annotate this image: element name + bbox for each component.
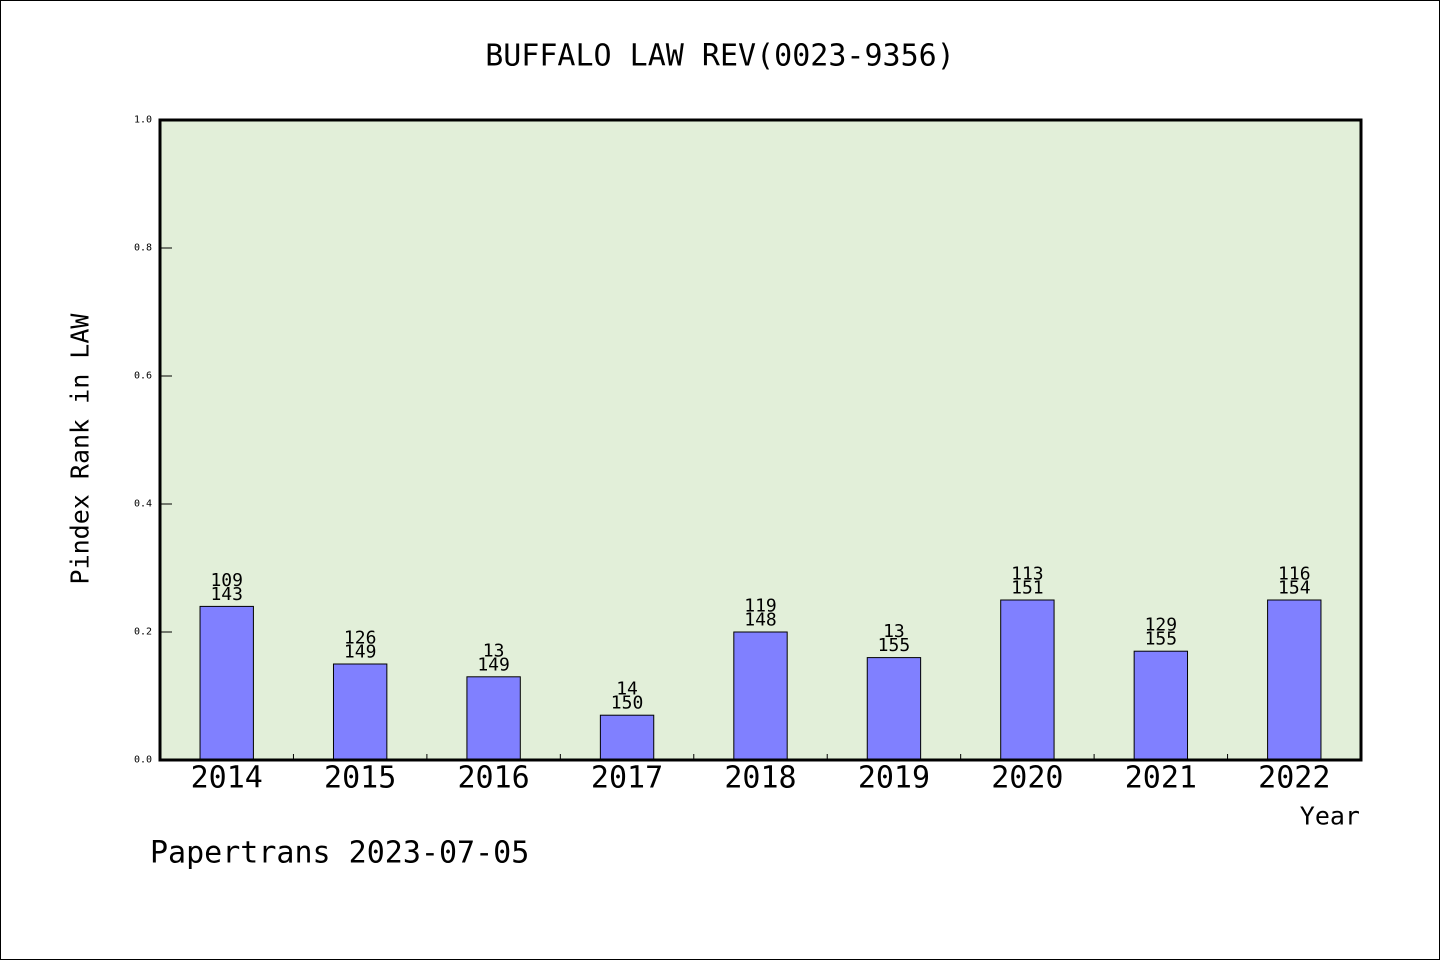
x-tick-label: 2014 bbox=[191, 761, 263, 796]
bar-2017 bbox=[599, 714, 655, 761]
x-tick-label: 2018 bbox=[724, 761, 796, 796]
bar-label-upper: 129 bbox=[1145, 615, 1178, 636]
bar-label-upper: 113 bbox=[1011, 564, 1044, 585]
y-tick-label: 0.0 bbox=[134, 755, 152, 766]
bar-2019 bbox=[866, 657, 922, 761]
bar-label-lower: 154 bbox=[1278, 578, 1311, 599]
y-axis-label: Pindex Rank in LAW bbox=[66, 313, 95, 585]
bar-label-lower: 151 bbox=[1011, 578, 1044, 599]
bar-label-upper: 109 bbox=[210, 570, 243, 591]
x-tick-label: 2019 bbox=[858, 761, 930, 796]
bar-label-upper: 13 bbox=[883, 621, 905, 642]
x-axis-label: Year bbox=[1300, 802, 1360, 831]
x-tick-label: 2015 bbox=[324, 761, 396, 796]
bar-label-upper: 116 bbox=[1278, 564, 1311, 585]
x-tick-label: 2016 bbox=[457, 761, 529, 796]
footer-text: Papertrans 2023-07-05 bbox=[150, 836, 529, 871]
bar-label-lower: 149 bbox=[477, 654, 510, 675]
x-axis-tick-labels: 2014 2015 2016 2017 2018 2019 2020 2021 2022 bbox=[191, 761, 1331, 796]
plot-frame bbox=[158, 118, 1363, 762]
bar-label-lower: 155 bbox=[1145, 629, 1178, 650]
y-axis-ticks: 0.0 0.2 0.4 0.6 0.8 1.0 bbox=[134, 115, 172, 766]
bar-label-lower: 150 bbox=[611, 693, 644, 714]
chart-title: BUFFALO LAW REV(0023-9356) bbox=[485, 39, 955, 74]
bar-2022 bbox=[1267, 599, 1322, 761]
bar-2016 bbox=[466, 676, 521, 761]
bar-2015 bbox=[332, 663, 388, 761]
bar-label-upper: 13 bbox=[483, 640, 505, 661]
x-tick-label: 2021 bbox=[1125, 761, 1197, 796]
y-tick-label: 0.8 bbox=[134, 243, 152, 254]
bar-2014 bbox=[199, 605, 254, 761]
bar-label-lower: 149 bbox=[344, 642, 377, 663]
bar-label-upper: 14 bbox=[616, 679, 638, 700]
bar-2021 bbox=[1133, 650, 1189, 761]
x-tick-label: 2022 bbox=[1258, 761, 1330, 796]
x-tick-label: 2020 bbox=[991, 761, 1063, 796]
bar-2020 bbox=[1000, 599, 1055, 761]
bar-label-lower: 143 bbox=[210, 584, 243, 605]
y-tick-label: 0.2 bbox=[134, 627, 152, 638]
bar-label-lower: 148 bbox=[744, 610, 777, 631]
y-tick-label: 1.0 bbox=[134, 115, 152, 126]
x-tick-label: 2017 bbox=[591, 761, 663, 796]
bar-label-upper: 126 bbox=[344, 628, 377, 649]
bar-series bbox=[199, 599, 1322, 761]
bar-2018 bbox=[733, 631, 788, 761]
y-tick-label: 0.6 bbox=[134, 371, 152, 382]
bar-label-lower: 155 bbox=[878, 635, 911, 656]
y-tick-label: 0.4 bbox=[134, 499, 152, 510]
bar-label-upper: 119 bbox=[744, 596, 777, 617]
